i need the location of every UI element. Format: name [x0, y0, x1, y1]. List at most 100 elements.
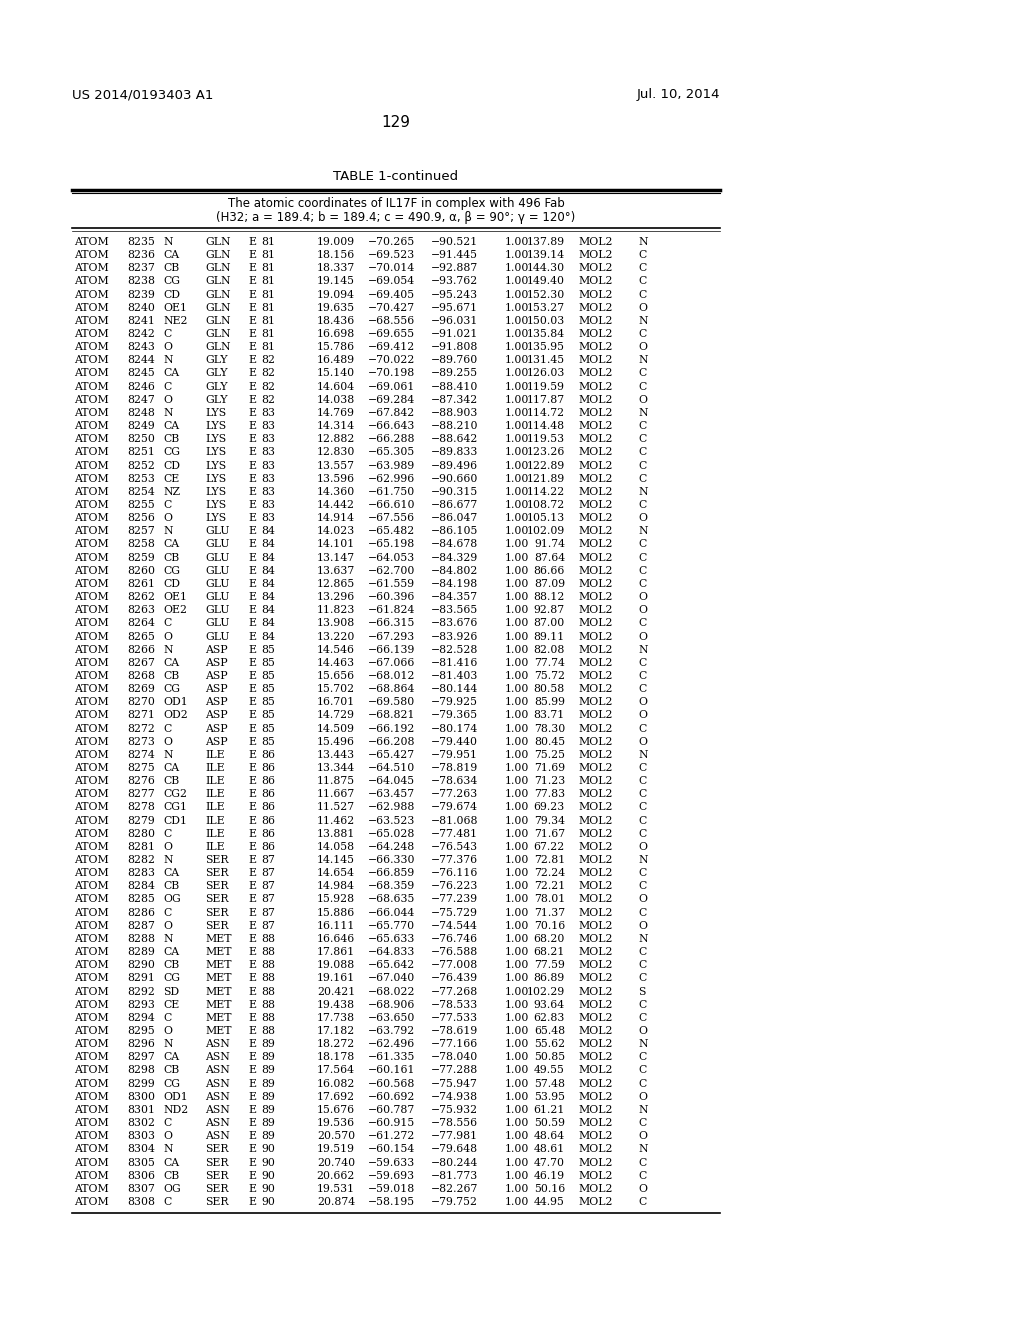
Text: CB: CB: [163, 1171, 179, 1180]
Text: C: C: [638, 816, 646, 825]
Text: C: C: [638, 1078, 646, 1089]
Text: 135.84: 135.84: [527, 329, 565, 339]
Text: 17.692: 17.692: [316, 1092, 355, 1102]
Text: C: C: [638, 657, 646, 668]
Text: 14.509: 14.509: [317, 723, 355, 734]
Text: O: O: [163, 921, 172, 931]
Text: 8290: 8290: [127, 960, 155, 970]
Text: 14.654: 14.654: [317, 869, 355, 878]
Text: 1.00: 1.00: [505, 355, 529, 366]
Text: GLU: GLU: [205, 579, 229, 589]
Text: 19.161: 19.161: [316, 973, 355, 983]
Text: ATOM: ATOM: [74, 1118, 109, 1129]
Text: −89.255: −89.255: [431, 368, 478, 379]
Text: 93.64: 93.64: [534, 999, 565, 1010]
Text: 11.462: 11.462: [316, 816, 355, 825]
Text: 72.81: 72.81: [534, 855, 565, 865]
Text: MOL2: MOL2: [578, 631, 612, 642]
Text: MET: MET: [205, 999, 231, 1010]
Text: 81: 81: [261, 263, 275, 273]
Text: SER: SER: [205, 1197, 228, 1206]
Text: −66.288: −66.288: [368, 434, 415, 445]
Text: 8302: 8302: [127, 1118, 155, 1129]
Text: −62.988: −62.988: [368, 803, 415, 812]
Text: 8292: 8292: [127, 986, 155, 997]
Text: MOL2: MOL2: [578, 1105, 612, 1115]
Text: 18.178: 18.178: [316, 1052, 355, 1063]
Text: C: C: [638, 329, 646, 339]
Text: ASP: ASP: [205, 723, 227, 734]
Text: 50.59: 50.59: [534, 1118, 565, 1129]
Text: MOL2: MOL2: [578, 882, 612, 891]
Text: 88: 88: [261, 999, 275, 1010]
Text: 1.00: 1.00: [505, 1144, 529, 1155]
Text: 17.564: 17.564: [317, 1065, 355, 1076]
Text: −65.028: −65.028: [368, 829, 415, 838]
Text: 75.72: 75.72: [534, 671, 565, 681]
Text: ATOM: ATOM: [74, 895, 109, 904]
Text: 86: 86: [261, 763, 275, 774]
Text: 87: 87: [261, 855, 275, 865]
Text: −75.729: −75.729: [431, 908, 478, 917]
Text: CG2: CG2: [163, 789, 187, 800]
Text: 8261: 8261: [127, 579, 155, 589]
Text: MOL2: MOL2: [578, 842, 612, 851]
Text: ASN: ASN: [205, 1078, 229, 1089]
Text: −68.906: −68.906: [368, 999, 415, 1010]
Text: ATOM: ATOM: [74, 1026, 109, 1036]
Text: 8296: 8296: [127, 1039, 155, 1049]
Text: E: E: [248, 315, 256, 326]
Text: ATOM: ATOM: [74, 618, 109, 628]
Text: 13.596: 13.596: [316, 474, 355, 483]
Text: C: C: [638, 461, 646, 470]
Text: MOL2: MOL2: [578, 973, 612, 983]
Text: ATOM: ATOM: [74, 816, 109, 825]
Text: 1.00: 1.00: [505, 251, 529, 260]
Text: 79.34: 79.34: [534, 816, 565, 825]
Text: ATOM: ATOM: [74, 1039, 109, 1049]
Text: 14.101: 14.101: [316, 540, 355, 549]
Text: 139.14: 139.14: [527, 251, 565, 260]
Text: E: E: [248, 395, 256, 405]
Text: CA: CA: [163, 1052, 179, 1063]
Text: 1.00: 1.00: [505, 1039, 529, 1049]
Text: E: E: [248, 527, 256, 536]
Text: N: N: [163, 1144, 172, 1155]
Text: C: C: [163, 829, 171, 838]
Text: MOL2: MOL2: [578, 1092, 612, 1102]
Text: C: C: [638, 671, 646, 681]
Text: −70.022: −70.022: [368, 355, 415, 366]
Text: −77.376: −77.376: [431, 855, 478, 865]
Text: ATOM: ATOM: [74, 1144, 109, 1155]
Text: 83: 83: [261, 474, 275, 483]
Text: 1.00: 1.00: [505, 935, 529, 944]
Text: N: N: [638, 238, 647, 247]
Text: 1.00: 1.00: [505, 842, 529, 851]
Text: 8263: 8263: [127, 605, 155, 615]
Text: −84.198: −84.198: [431, 579, 478, 589]
Text: 1.00: 1.00: [505, 763, 529, 774]
Text: ATOM: ATOM: [74, 289, 109, 300]
Text: −91.021: −91.021: [431, 329, 478, 339]
Text: 1.00: 1.00: [505, 697, 529, 708]
Text: ATOM: ATOM: [74, 566, 109, 576]
Text: 8285: 8285: [127, 895, 155, 904]
Text: −69.405: −69.405: [368, 289, 415, 300]
Text: 13.557: 13.557: [317, 461, 355, 470]
Text: −65.305: −65.305: [368, 447, 415, 458]
Text: 1.00: 1.00: [505, 342, 529, 352]
Text: 18.272: 18.272: [316, 1039, 355, 1049]
Text: −61.750: −61.750: [368, 487, 415, 496]
Text: −63.989: −63.989: [368, 461, 415, 470]
Text: CD1: CD1: [163, 816, 187, 825]
Text: 19.536: 19.536: [316, 1118, 355, 1129]
Text: N: N: [638, 487, 647, 496]
Text: E: E: [248, 1131, 256, 1142]
Text: ATOM: ATOM: [74, 263, 109, 273]
Text: −74.544: −74.544: [431, 921, 478, 931]
Text: O: O: [638, 842, 647, 851]
Text: ATOM: ATOM: [74, 593, 109, 602]
Text: E: E: [248, 447, 256, 458]
Text: E: E: [248, 921, 256, 931]
Text: 1.00: 1.00: [505, 776, 529, 787]
